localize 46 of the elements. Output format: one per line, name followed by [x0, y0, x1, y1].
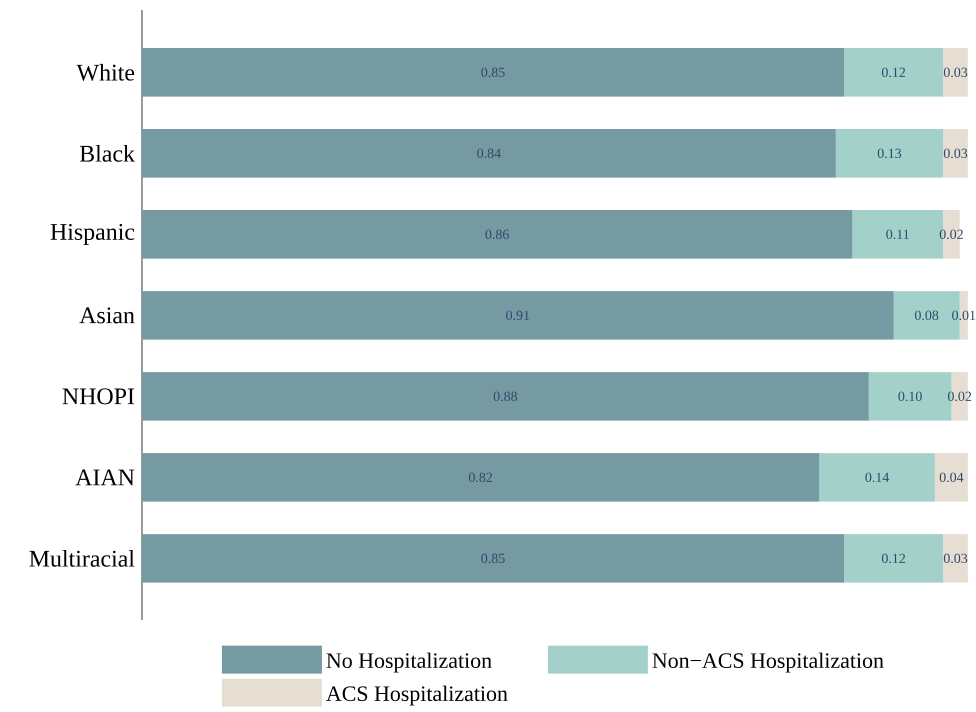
data-label: 0.14	[865, 472, 890, 482]
data-label: 0.82	[468, 472, 492, 482]
bar	[142, 291, 894, 340]
bar	[142, 372, 869, 421]
data-label: 0.84	[477, 148, 501, 158]
data-label: 0.01	[952, 310, 976, 320]
bar	[142, 129, 836, 178]
bar	[844, 534, 944, 583]
bar	[844, 48, 944, 97]
bar	[943, 48, 968, 97]
data-label: 0.12	[882, 68, 906, 78]
bar	[142, 453, 820, 502]
y-tick-label: Multiracial	[29, 550, 134, 567]
legend-label: Non−ACS Hospitalization	[652, 652, 884, 673]
y-tick-label: Asian	[79, 307, 135, 324]
data-label: 0.11	[886, 230, 909, 240]
data-label: 0.10	[898, 392, 922, 402]
y-tick-label: White	[76, 64, 134, 81]
bar	[934, 453, 968, 502]
data-label: 0.03	[944, 554, 968, 564]
data-label: 0.03	[944, 68, 968, 78]
data-label: 0.88	[494, 392, 518, 402]
bar	[142, 534, 844, 583]
y-tick-label: AIAN	[75, 470, 134, 486]
y-tick-label: Hispanic	[50, 224, 134, 245]
data-label: 0.03	[944, 148, 968, 158]
bar	[836, 129, 944, 178]
bar	[819, 453, 935, 502]
legend-label: No Hospitalization	[326, 652, 492, 673]
bar	[943, 534, 968, 583]
bar	[943, 129, 968, 178]
data-label: 0.12	[882, 554, 906, 564]
bar	[142, 210, 852, 259]
data-label: 0.91	[506, 310, 530, 320]
data-label: 0.85	[481, 554, 505, 564]
data-label: 0.08	[914, 310, 938, 320]
data-label: 0.13	[878, 148, 902, 158]
data-label: 0.02	[940, 230, 963, 240]
data-label: 0.86	[485, 230, 509, 240]
legend-label: ACS Hospitalization	[326, 686, 508, 706]
data-label: 0.04	[940, 472, 964, 482]
y-tick-label: Black	[80, 145, 135, 162]
bar	[142, 48, 844, 97]
y-tick-label: NHOPI	[62, 388, 134, 404]
data-label: 0.85	[481, 68, 505, 78]
data-label: 0.02	[948, 392, 972, 402]
